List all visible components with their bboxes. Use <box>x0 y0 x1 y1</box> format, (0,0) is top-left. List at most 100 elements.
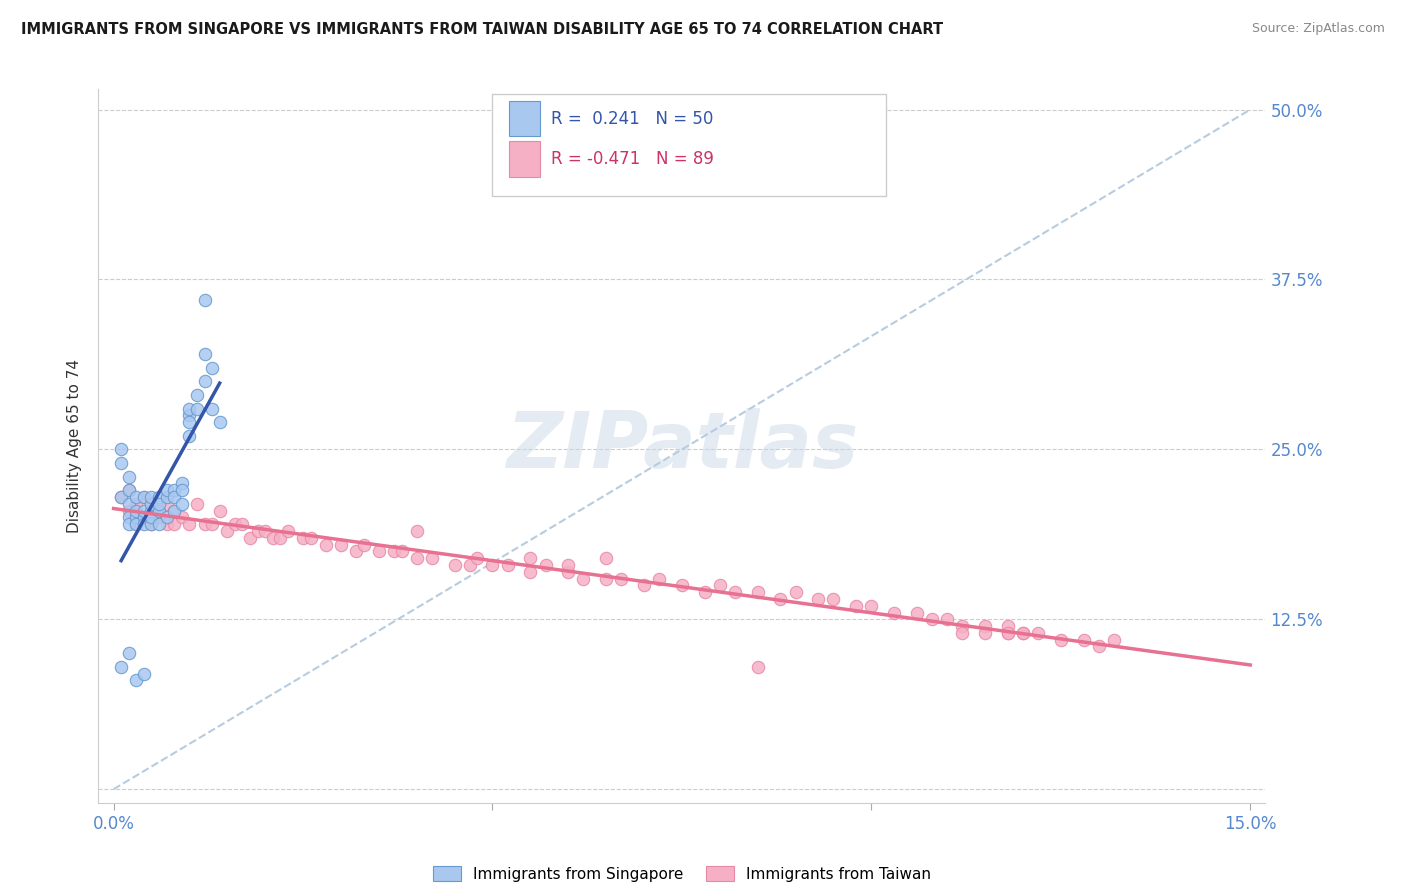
Point <box>709 578 731 592</box>
Point <box>671 578 693 592</box>
Point <box>148 503 170 517</box>
Point <box>481 558 503 572</box>
Point <box>329 537 352 551</box>
Point <box>557 558 579 572</box>
Point <box>1087 640 1109 654</box>
Point <box>747 585 769 599</box>
Point <box>208 415 231 429</box>
Point <box>179 415 201 429</box>
Point <box>217 524 239 538</box>
Point <box>170 510 193 524</box>
Point <box>769 591 792 606</box>
Point <box>125 673 148 688</box>
Point <box>118 469 141 483</box>
Point <box>193 347 215 361</box>
Point <box>458 558 481 572</box>
Point <box>807 591 830 606</box>
Point <box>382 544 405 558</box>
Y-axis label: Disability Age 65 to 74: Disability Age 65 to 74 <box>67 359 83 533</box>
Point <box>860 599 883 613</box>
Point <box>125 517 148 532</box>
Point <box>193 293 215 307</box>
Point <box>132 510 155 524</box>
Point <box>1049 632 1071 647</box>
Legend: Immigrants from Singapore, Immigrants from Taiwan: Immigrants from Singapore, Immigrants fr… <box>427 860 936 888</box>
Point <box>156 490 179 504</box>
Point <box>141 497 163 511</box>
Point <box>1026 626 1049 640</box>
Point <box>747 660 769 674</box>
Point <box>519 551 541 566</box>
Point <box>148 490 170 504</box>
Point <box>997 626 1019 640</box>
Point <box>156 483 179 498</box>
Point <box>405 551 427 566</box>
Point <box>208 503 231 517</box>
Point <box>148 503 170 517</box>
Point <box>936 612 959 626</box>
Point <box>239 531 262 545</box>
Point <box>823 591 845 606</box>
Point <box>132 490 155 504</box>
Point <box>443 558 465 572</box>
Point <box>344 544 367 558</box>
Point <box>132 666 155 681</box>
Point <box>156 497 179 511</box>
Point <box>921 612 943 626</box>
Point <box>193 517 215 532</box>
Point <box>125 490 148 504</box>
Point <box>156 517 179 532</box>
Point <box>118 503 141 517</box>
Point <box>186 401 208 416</box>
Point <box>156 510 179 524</box>
Point <box>496 558 519 572</box>
Point <box>724 585 747 599</box>
Text: R =  0.241   N = 50: R = 0.241 N = 50 <box>551 110 713 128</box>
Point <box>118 646 141 660</box>
Point <box>997 626 1019 640</box>
Point <box>950 626 973 640</box>
Point <box>367 544 389 558</box>
Point <box>163 483 186 498</box>
Point <box>231 517 253 532</box>
Point <box>179 409 201 423</box>
Point <box>141 517 163 532</box>
Point <box>118 517 141 532</box>
Point <box>595 572 617 586</box>
Point <box>254 524 277 538</box>
Point <box>557 565 579 579</box>
Point <box>997 619 1019 633</box>
Point <box>1073 632 1095 647</box>
Point <box>125 510 148 524</box>
Point <box>1012 626 1035 640</box>
Point <box>132 490 155 504</box>
Point <box>163 503 186 517</box>
Point <box>201 517 224 532</box>
Point <box>110 442 132 457</box>
Point <box>141 503 163 517</box>
Point <box>179 401 201 416</box>
Point <box>405 524 427 538</box>
Point <box>519 565 541 579</box>
Point <box>201 401 224 416</box>
Point <box>277 524 299 538</box>
Point <box>125 497 148 511</box>
Point <box>179 429 201 443</box>
Point <box>224 517 246 532</box>
Point <box>534 558 557 572</box>
Point <box>420 551 443 566</box>
Point <box>141 517 163 532</box>
Text: Source: ZipAtlas.com: Source: ZipAtlas.com <box>1251 22 1385 36</box>
Point <box>141 490 163 504</box>
Point <box>118 483 141 498</box>
Point <box>170 497 193 511</box>
Point <box>118 483 141 498</box>
Point <box>118 497 141 511</box>
Point <box>179 517 201 532</box>
Point <box>610 572 633 586</box>
Point <box>148 497 170 511</box>
Point <box>648 572 671 586</box>
Text: ZIPatlas: ZIPatlas <box>506 408 858 484</box>
Point <box>141 497 163 511</box>
Point <box>163 517 186 532</box>
